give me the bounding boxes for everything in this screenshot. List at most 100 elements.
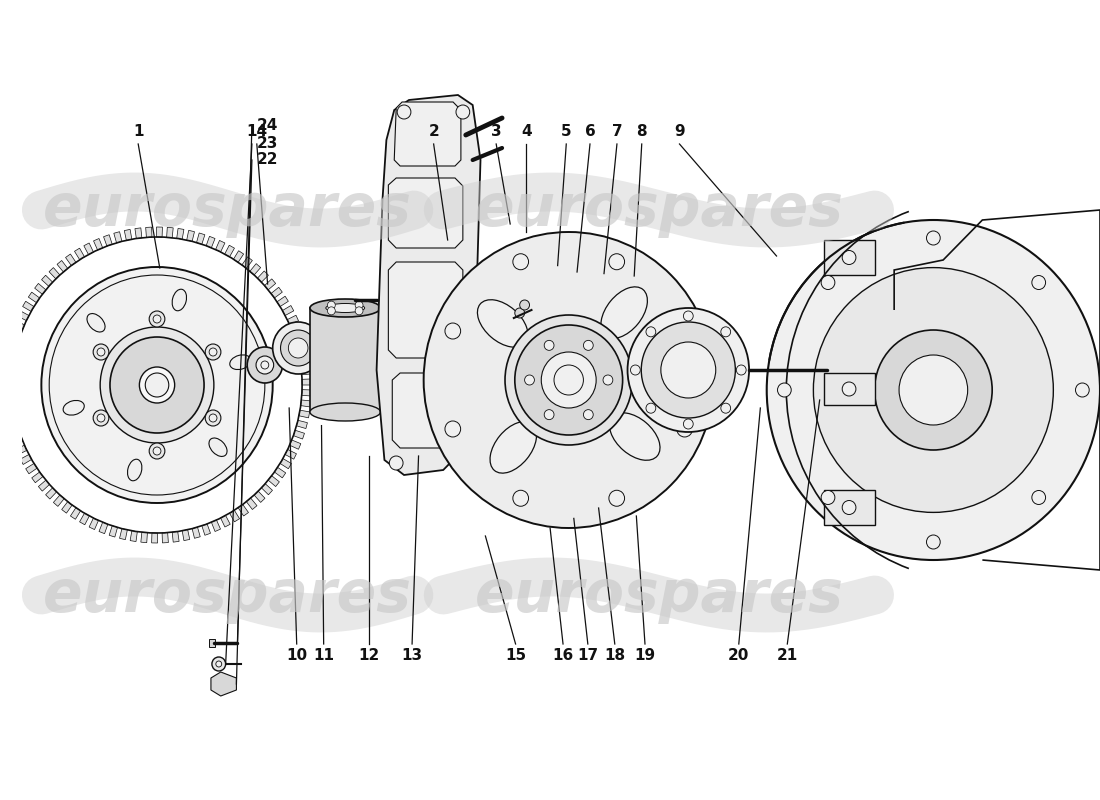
Polygon shape: [7, 342, 18, 350]
Polygon shape: [221, 515, 230, 527]
Polygon shape: [289, 440, 300, 450]
Polygon shape: [3, 363, 13, 370]
Polygon shape: [13, 321, 24, 330]
Polygon shape: [8, 426, 19, 434]
Polygon shape: [283, 306, 294, 315]
Text: 23: 23: [256, 137, 278, 151]
Polygon shape: [75, 248, 85, 260]
Text: 16: 16: [552, 649, 574, 663]
Circle shape: [513, 490, 528, 506]
Text: 20: 20: [728, 649, 749, 663]
Circle shape: [603, 375, 613, 385]
Circle shape: [821, 275, 835, 290]
Circle shape: [822, 364, 834, 376]
Bar: [209, 639, 214, 647]
Polygon shape: [300, 357, 310, 365]
Circle shape: [720, 403, 730, 413]
Text: 4: 4: [521, 125, 531, 139]
Polygon shape: [211, 520, 220, 531]
Circle shape: [273, 322, 323, 374]
Polygon shape: [29, 292, 40, 302]
Circle shape: [248, 347, 283, 383]
Circle shape: [541, 352, 596, 408]
Circle shape: [720, 327, 730, 337]
Polygon shape: [277, 296, 288, 306]
Circle shape: [646, 327, 656, 337]
Circle shape: [209, 414, 217, 422]
Polygon shape: [4, 352, 15, 360]
Circle shape: [424, 232, 714, 528]
Circle shape: [926, 535, 940, 549]
Circle shape: [328, 301, 336, 309]
Circle shape: [515, 308, 525, 318]
Text: eurospares: eurospares: [474, 182, 844, 238]
Circle shape: [206, 410, 221, 426]
Ellipse shape: [601, 287, 648, 338]
Polygon shape: [15, 445, 26, 454]
Polygon shape: [10, 331, 21, 340]
Bar: [824, 490, 874, 525]
Circle shape: [641, 322, 736, 418]
Circle shape: [874, 330, 992, 450]
Circle shape: [646, 403, 656, 413]
Circle shape: [515, 325, 623, 435]
Polygon shape: [271, 287, 283, 298]
Polygon shape: [393, 373, 465, 448]
Polygon shape: [94, 238, 102, 250]
Polygon shape: [135, 228, 142, 238]
Polygon shape: [23, 302, 34, 311]
Polygon shape: [197, 233, 205, 244]
Ellipse shape: [310, 299, 381, 317]
Polygon shape: [285, 450, 297, 459]
Circle shape: [140, 367, 175, 403]
Polygon shape: [3, 406, 14, 413]
Polygon shape: [302, 379, 312, 385]
Text: 21: 21: [777, 649, 797, 663]
Text: 15: 15: [505, 649, 526, 663]
Polygon shape: [257, 271, 268, 282]
Polygon shape: [274, 467, 286, 478]
Bar: [824, 373, 874, 405]
Polygon shape: [84, 243, 94, 254]
Polygon shape: [79, 513, 89, 525]
Circle shape: [683, 419, 693, 429]
Circle shape: [519, 300, 529, 310]
Polygon shape: [297, 420, 307, 429]
Circle shape: [261, 361, 268, 369]
Polygon shape: [145, 227, 152, 238]
Circle shape: [456, 105, 470, 119]
Polygon shape: [183, 530, 190, 541]
Circle shape: [280, 330, 316, 366]
Polygon shape: [301, 390, 311, 396]
Polygon shape: [62, 502, 73, 513]
Circle shape: [446, 421, 461, 437]
Polygon shape: [57, 261, 68, 272]
Circle shape: [926, 231, 940, 245]
Text: eurospares: eurospares: [43, 182, 412, 238]
Polygon shape: [141, 532, 147, 542]
Polygon shape: [292, 326, 302, 334]
Circle shape: [736, 365, 746, 375]
Circle shape: [389, 456, 403, 470]
Polygon shape: [301, 368, 311, 374]
Circle shape: [583, 410, 593, 420]
Ellipse shape: [209, 438, 227, 457]
Ellipse shape: [326, 303, 364, 313]
Polygon shape: [254, 491, 265, 502]
Circle shape: [110, 337, 205, 433]
Circle shape: [212, 657, 226, 671]
Circle shape: [1076, 383, 1089, 397]
Polygon shape: [166, 227, 173, 238]
Circle shape: [583, 340, 593, 350]
Bar: [310, 308, 381, 412]
Polygon shape: [294, 430, 305, 439]
Bar: [824, 240, 874, 275]
Polygon shape: [2, 395, 13, 402]
Polygon shape: [299, 410, 309, 418]
Circle shape: [328, 307, 336, 315]
Circle shape: [145, 373, 168, 397]
Circle shape: [676, 421, 693, 437]
Circle shape: [97, 348, 104, 356]
Polygon shape: [300, 400, 311, 407]
Text: 5: 5: [561, 125, 572, 139]
